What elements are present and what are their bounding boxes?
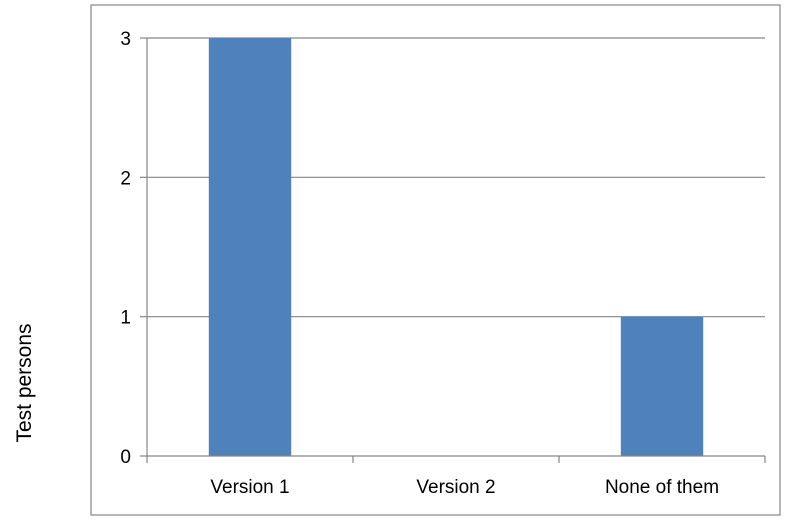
- bar-version-1: [208, 38, 292, 456]
- y-tick-label: 0: [120, 447, 131, 468]
- y-axis-label: Test persons: [13, 323, 36, 442]
- y-tick-label: 2: [120, 168, 131, 189]
- x-tick-label: None of them: [605, 477, 719, 498]
- y-tick-labels: 0 1 2 3: [120, 29, 131, 468]
- y-tick-label: 1: [120, 308, 131, 329]
- x-tick-label: Version 1: [210, 477, 289, 498]
- bar-none-of-them: [620, 316, 704, 456]
- x-tick-label: Version 2: [416, 477, 495, 498]
- bars: [208, 38, 704, 456]
- x-tick-labels: Version 1 Version 2 None of them: [210, 477, 719, 498]
- y-tick-label: 3: [120, 29, 131, 50]
- axes: [140, 37, 766, 463]
